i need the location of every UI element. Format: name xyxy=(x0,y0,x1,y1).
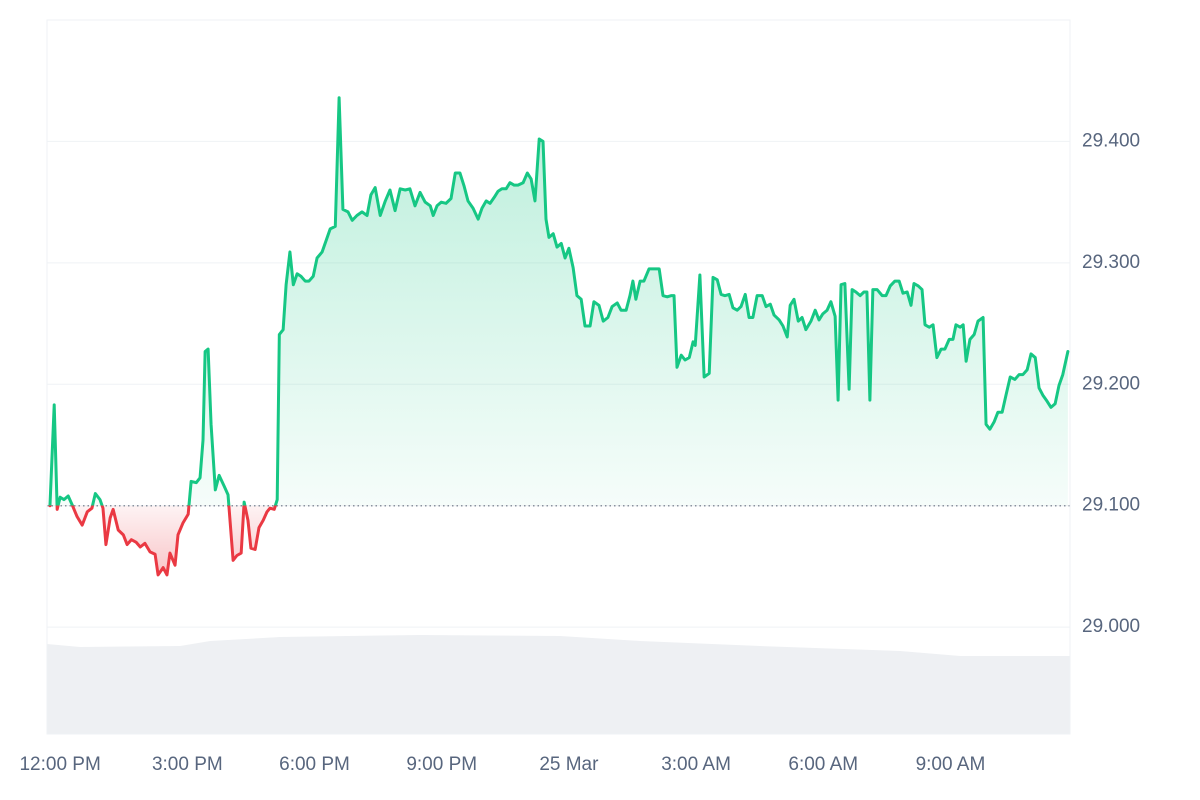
x-tick-label: 3:00 AM xyxy=(661,754,731,775)
y-tick-label: 29.200 xyxy=(1082,373,1140,394)
price-line xyxy=(48,96,1070,577)
x-tick-label: 6:00 AM xyxy=(788,754,858,775)
x-tick-label: 3:00 PM xyxy=(152,754,223,775)
y-tick-label: 29.300 xyxy=(1082,252,1140,273)
y-tick-label: 29.400 xyxy=(1082,130,1140,151)
y-tick-label: 29.100 xyxy=(1082,495,1140,516)
x-tick-label: 9:00 AM xyxy=(916,754,986,775)
y-tick-label: 29.000 xyxy=(1082,616,1140,637)
volume-area xyxy=(47,635,1070,734)
x-tick-label: 9:00 PM xyxy=(406,754,477,775)
x-tick-label: 12:00 PM xyxy=(19,754,100,775)
price-area xyxy=(49,97,1068,575)
x-tick-label: 25 Mar xyxy=(539,754,599,775)
x-tick-label: 6:00 PM xyxy=(279,754,350,775)
plot-frame xyxy=(46,19,1071,735)
